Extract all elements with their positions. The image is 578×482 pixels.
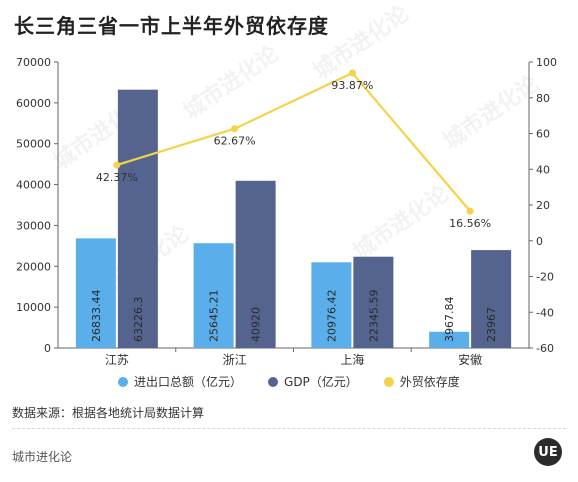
legend-item-trade[interactable]: 进出口总额（亿元） [118,373,242,390]
legend-label-gdp: GDP（亿元） [284,375,358,389]
y-right-tick-label: -40 [536,306,554,319]
bar-trade-0 [75,238,116,348]
brand-logo-icon: UE [534,438,562,466]
x-tick-label: 安徽 [458,352,482,367]
legend-swatch-trade [118,376,128,387]
x-tick-label: 浙江 [223,353,247,367]
y-left-tick-label: 10000 [16,301,51,314]
ratio-label-3: 16.56% [449,217,491,230]
y-right-tick-label: -60 [536,342,554,355]
y-left-tick-label: 30000 [16,219,51,232]
bar-trade-1 [193,243,234,348]
legend-swatch-ratio [383,376,394,387]
bar-label-trade-1: 25645.21 [208,290,221,343]
bar-trade-3 [429,331,470,348]
legend-label-ratio: 外贸依存度 [399,375,460,389]
bar-gdp-2 [353,256,394,348]
legend-label-trade: 进出口总额（亿元） [134,375,243,389]
y-left-tick-label: 60000 [16,97,51,110]
bar-label-gdp-1: 40920 [250,307,263,342]
y-right-tick-label: 40 [536,163,550,176]
ratio-label-1: 62.67% [214,135,256,148]
watermark-text: 城市进化论 [439,70,545,155]
bar-trade-2 [311,262,352,348]
legend: 进出口总额（亿元） GDP（亿元） 外贸依存度 [118,373,460,390]
data-source-note: 数据来源：根据各地统计局数据计算 [12,406,205,420]
bar-gdp-1 [235,180,276,348]
y-right-tick-label: 100 [536,56,557,69]
x-tick-label: 上海 [340,352,364,367]
chart-canvas: 城市进化论城市进化论城市进化论城市进化论城市进化论城市进化论 010000200… [16,0,557,367]
y-right-tick-label: 60 [536,128,550,141]
axes: 0 10000 20000 30000 40000 50000 60000 70000 -60 -… [16,56,557,367]
bar-gdp-0 [117,89,158,348]
x-tick-label: 江苏 [105,353,129,367]
bar-label-gdp-0: 63226.3 [132,297,145,343]
bar-label-trade-0: 26833.44 [90,290,103,343]
ratio-point-3 [466,207,474,215]
y-right-tick-label: 80 [536,92,550,105]
chart-title: 长三角三省一市上半年外贸依存度 [14,14,329,38]
bar-label-trade-3: 3967.84 [443,297,456,343]
y-right-tick-label: -20 [536,271,554,284]
y-left-tick-label: 40000 [16,179,51,192]
ratio-label-0: 42.37% [96,171,138,184]
y-left-tick-label: 0 [44,342,51,355]
ratio-point-0 [113,161,121,169]
y-left-tick-label: 50000 [16,138,51,151]
y-right-tick-label: 0 [536,235,543,248]
watermark-text: 城市进化论 [349,180,455,265]
bar-label-trade-2: 20976.42 [325,290,338,343]
watermark-text: 城市进化论 [309,0,415,85]
legend-swatch-gdp [268,376,279,387]
y-left-tick-label: 70000 [16,56,51,69]
legend-item-ratio[interactable]: 外贸依存度 [383,373,460,390]
footer-divider [12,428,566,429]
brand-name: 城市进化论 [12,450,73,464]
ratio-point-1 [231,125,239,133]
ratio-label-2: 93.87% [331,79,373,92]
bar-gdp-3 [471,250,512,348]
y-left-tick-label: 20000 [16,260,51,273]
bar-label-gdp-2: 22345.59 [367,290,380,343]
data-labels: 26833.44 25645.21 20976.42 3967.84 63226.3 40… [90,79,498,342]
bars [75,89,512,348]
ratio-line-layer [113,69,474,215]
bar-label-gdp-3: 23967 [485,307,498,342]
ratio-line [116,71,471,212]
y-right-tick-label: 20 [536,199,550,212]
legend-item-gdp[interactable]: GDP（亿元） [268,373,358,390]
ratio-point-2 [348,69,356,77]
